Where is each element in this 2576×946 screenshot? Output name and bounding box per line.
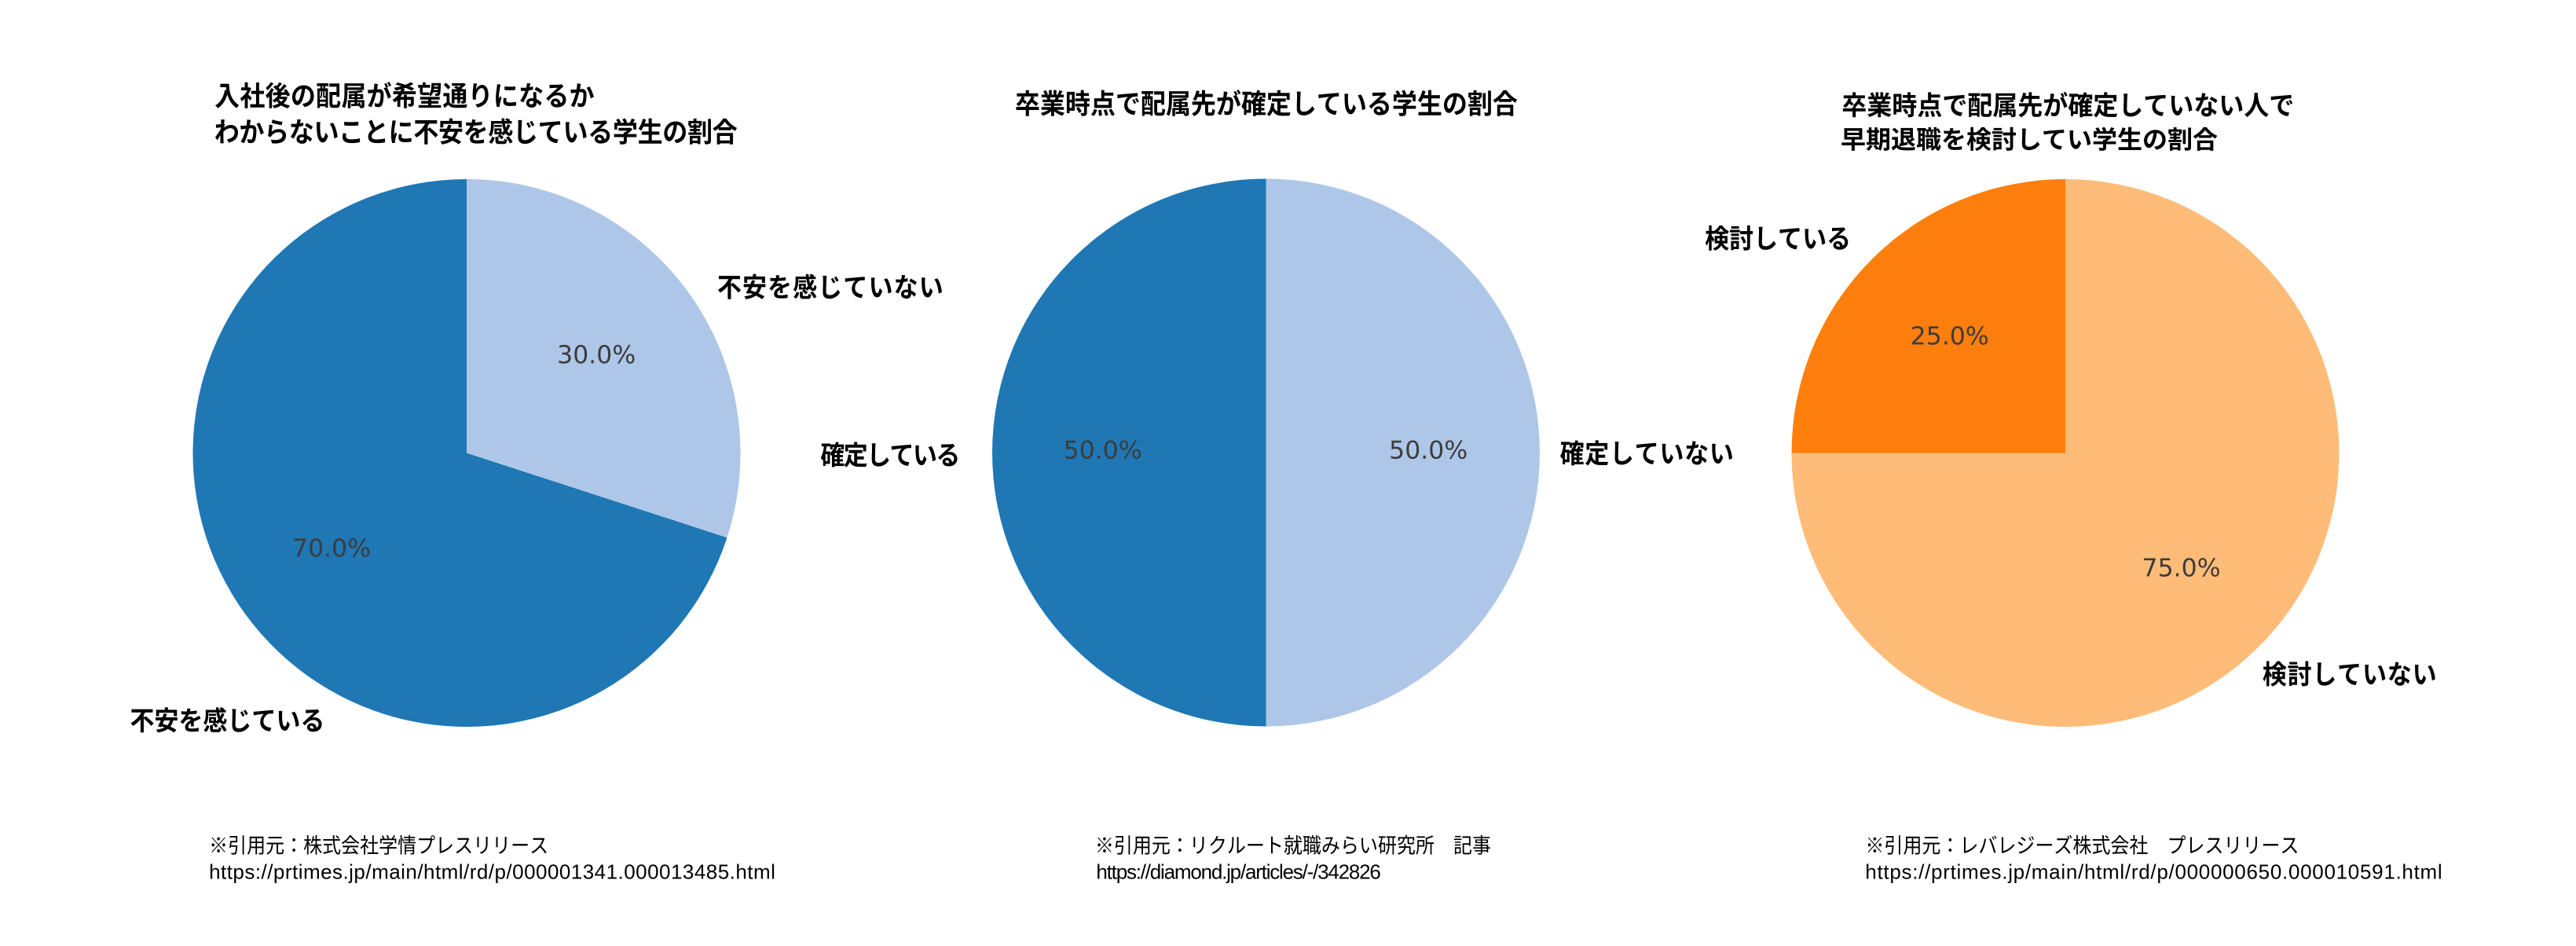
svg-text:https://prtimes.jp/main/html/r: https://prtimes.jp/main/html/rd/p/000000… [1865,860,2442,884]
svg-text:https://diamond.jp/articles/-/: https://diamond.jp/articles/-/342826 [1096,860,1381,884]
svg-text:https://prtimes.jp/main/html/r: https://prtimes.jp/main/html/rd/p/000001… [209,860,775,884]
